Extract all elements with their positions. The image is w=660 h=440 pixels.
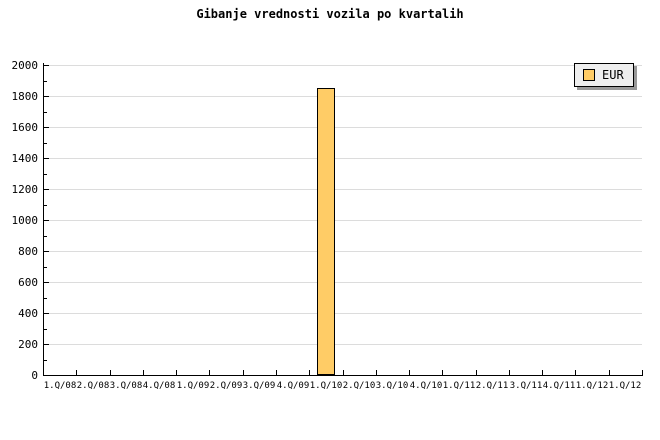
- y-major-tick: [44, 96, 49, 97]
- x-axis-tick-label: 4.Q/10: [409, 381, 443, 391]
- y-axis-line: [43, 63, 44, 376]
- y-gridline: [44, 344, 642, 345]
- x-tick: [442, 370, 443, 375]
- x-tick: [575, 370, 576, 375]
- x-tick: [409, 370, 410, 375]
- x-tick: [309, 370, 310, 375]
- y-axis-tick-label: 1200: [11, 183, 39, 196]
- legend-series-swatch-icon: [583, 69, 595, 81]
- y-minor-tick: [44, 267, 47, 268]
- y-gridline: [44, 189, 642, 190]
- x-tick: [176, 370, 177, 375]
- x-tick: [143, 370, 144, 375]
- x-tick: [609, 370, 610, 375]
- y-minor-tick: [44, 143, 47, 144]
- y-minor-tick: [44, 174, 47, 175]
- x-axis-tick-label: 2.Q/09: [209, 381, 243, 391]
- y-axis-tick-label: 400: [18, 307, 38, 320]
- y-axis-tick-label: 600: [18, 276, 38, 289]
- y-major-tick: [44, 127, 49, 128]
- y-major-tick: [44, 158, 49, 159]
- y-axis-tick-label: 1800: [11, 90, 39, 103]
- y-axis-tick-label: 1400: [11, 152, 39, 165]
- x-axis-tick-label: 3.Q/10: [375, 381, 409, 391]
- chart-title: Gibanje vrednosti vozila po kvartalih: [196, 7, 464, 21]
- x-axis-tick-label: 4.Q/08: [142, 381, 176, 391]
- y-major-tick: [44, 220, 49, 221]
- y-major-tick: [44, 344, 49, 345]
- x-axis-tick-label: 4.Q/09: [276, 381, 310, 391]
- plot-area: [43, 63, 643, 376]
- y-major-tick: [44, 189, 49, 190]
- x-tick: [642, 370, 643, 375]
- y-gridline: [44, 96, 642, 97]
- legend-series-label: EUR: [602, 68, 624, 82]
- x-axis-tick-label: 2.Q/11: [475, 381, 509, 391]
- x-axis-tick-label: 1.Q/09: [176, 381, 210, 391]
- y-minor-tick: [44, 205, 47, 206]
- x-tick: [243, 370, 244, 375]
- y-minor-tick: [44, 112, 47, 113]
- x-tick: [276, 370, 277, 375]
- y-gridline: [44, 158, 642, 159]
- y-axis-tick-label: 200: [18, 338, 38, 351]
- y-axis-tick-label: 1000: [11, 214, 39, 227]
- legend: EUR: [574, 63, 634, 87]
- y-minor-tick: [44, 329, 47, 330]
- y-gridline: [44, 251, 642, 252]
- y-major-tick: [44, 282, 49, 283]
- x-axis-tick-label: 2.Q/08: [76, 381, 110, 391]
- x-tick: [509, 370, 510, 375]
- x-axis-tick-label: 3.Q/11: [509, 381, 543, 391]
- y-gridline: [44, 220, 642, 221]
- y-minor-tick: [44, 298, 47, 299]
- y-gridline: [44, 127, 642, 128]
- x-axis-tick-label: 1.Q/12: [575, 381, 609, 391]
- y-major-tick: [44, 65, 49, 66]
- x-tick: [542, 370, 543, 375]
- y-gridline: [44, 65, 642, 66]
- y-axis-tick-label: 800: [18, 245, 38, 258]
- x-tick: [476, 370, 477, 375]
- y-gridline: [44, 282, 642, 283]
- x-axis-tick-label: 1.Q/08: [43, 381, 77, 391]
- x-tick: [76, 370, 77, 375]
- x-axis-tick-label: 3.Q/09: [242, 381, 276, 391]
- x-axis-tick-label: 1.Q/12: [608, 381, 642, 391]
- y-minor-tick: [44, 81, 47, 82]
- x-axis-tick-label: 4.Q/11: [542, 381, 576, 391]
- y-minor-tick: [44, 360, 47, 361]
- x-tick: [110, 370, 111, 375]
- x-tick: [343, 370, 344, 375]
- y-major-tick: [44, 251, 49, 252]
- y-axis-tick-label: 1600: [11, 121, 39, 134]
- x-axis-tick-label: 1.Q/10: [309, 381, 343, 391]
- y-axis-tick-label: 2000: [11, 59, 39, 72]
- x-tick: [209, 370, 210, 375]
- x-axis-tick-label: 1.Q/11: [442, 381, 476, 391]
- y-major-tick: [44, 313, 49, 314]
- y-axis-tick-label: 0: [31, 369, 38, 382]
- y-gridline: [44, 313, 642, 314]
- x-tick: [376, 370, 377, 375]
- x-axis-tick-label: 2.Q/10: [342, 381, 376, 391]
- bar-1q10: [317, 88, 335, 375]
- x-axis-tick-label: 3.Q/08: [109, 381, 143, 391]
- y-minor-tick: [44, 236, 47, 237]
- x-axis-line: [43, 375, 643, 376]
